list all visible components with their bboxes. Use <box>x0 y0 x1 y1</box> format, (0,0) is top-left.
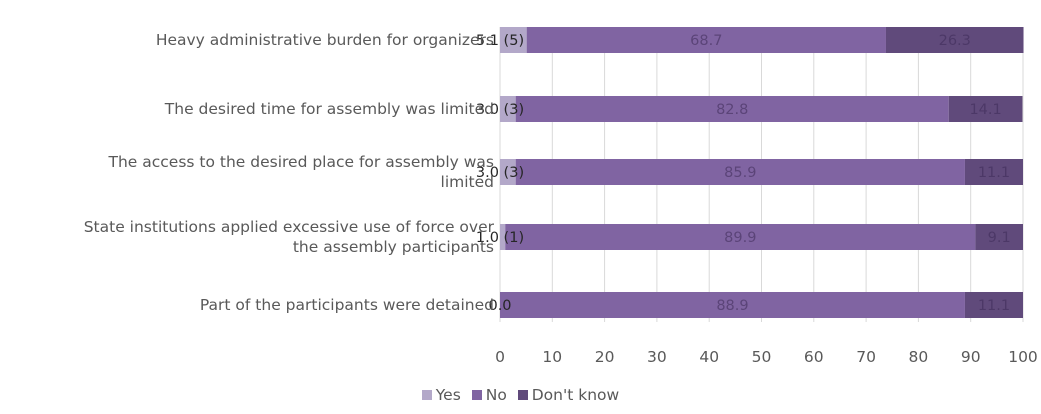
data-label-yes-3: 3.0 (3) <box>476 165 524 181</box>
data-label-no-3: 85.9 <box>724 165 756 181</box>
x-tick-label-0: 0 <box>495 348 505 366</box>
legend-swatch-no <box>471 390 482 400</box>
category-label-4-line-1: State institutions applied excessive use… <box>84 218 495 236</box>
bar-yes-1 <box>500 27 527 53</box>
bar-don-t-know-3 <box>964 159 1023 185</box>
x-tick-label-40: 40 <box>699 348 719 366</box>
bar-don-t-know-1 <box>885 27 1024 53</box>
bar-don-t-know-4 <box>975 224 1023 250</box>
legend-label-dont-know: Don't know <box>531 386 620 404</box>
data-label-yes-1: 5.1 (5) <box>476 33 524 49</box>
data-label-no-1: 68.7 <box>690 33 722 49</box>
data-label-no-4: 89.9 <box>724 230 756 246</box>
bar-no-4 <box>505 224 976 250</box>
bar-yes-2 <box>500 96 516 122</box>
bar-no-5 <box>500 292 965 318</box>
data-label-don-t-know-3: 11.1 <box>978 165 1010 181</box>
category-label-3-line-2: limited <box>441 173 494 191</box>
data-label-don-t-know-4: 9.1 <box>988 230 1011 246</box>
x-tick-label-10: 10 <box>542 348 562 366</box>
legend-swatch-dont-know <box>517 390 528 400</box>
legend-swatch-yes <box>421 390 432 400</box>
data-label-no-2: 82.8 <box>716 102 748 118</box>
data-label-yes-2: 3.0 (3) <box>476 102 524 118</box>
category-label-5: Part of the participants were detained <box>200 296 494 314</box>
bar-no-3 <box>515 159 965 185</box>
legend-item-yes: Yes <box>421 386 461 404</box>
legend-label-no: No <box>485 386 507 404</box>
data-label-don-t-know-2: 14.1 <box>969 102 1001 118</box>
category-label-3-line-1: The access to the desired place for asse… <box>107 153 494 171</box>
x-tick-label-70: 70 <box>856 348 876 366</box>
x-tick-label-50: 50 <box>752 348 772 366</box>
x-tick-label-30: 30 <box>647 348 667 366</box>
data-label-don-t-know-5: 11.1 <box>978 298 1010 314</box>
x-tick-label-60: 60 <box>804 348 824 366</box>
data-label-yes-5: 0.0 <box>488 298 511 314</box>
legend-item-no: No <box>471 386 507 404</box>
bar-no-2 <box>515 96 949 122</box>
bar-don-t-know-2 <box>948 96 1023 122</box>
category-label-2: The desired time for assembly was limite… <box>164 100 494 118</box>
bar-yes-3 <box>500 159 516 185</box>
stacked-bar-chart: 0 10 20 30 40 50 60 70 80 90 100 5.1 (5) 68.7 26.3 3.0… <box>84 27 1038 366</box>
category-label-1: Heavy administrative burden for organize… <box>156 31 494 49</box>
x-tick-label-100: 100 <box>1008 348 1038 366</box>
bar-yes-4 <box>500 224 506 250</box>
category-label-4-line-2: the assembly participants <box>293 238 494 256</box>
legend-item-dont-know: Don't know <box>517 386 620 404</box>
x-tick-label-90: 90 <box>961 348 981 366</box>
x-tick-label-20: 20 <box>595 348 615 366</box>
data-label-yes-4: 1.0 (1) <box>476 230 524 246</box>
legend-label-yes: Yes <box>435 386 461 404</box>
bar-no-1 <box>526 27 886 53</box>
x-tick-label-80: 80 <box>909 348 929 366</box>
chart-legend: Yes No Don't know <box>0 386 1041 404</box>
data-label-don-t-know-1: 26.3 <box>939 33 971 49</box>
bar-don-t-know-5 <box>964 292 1023 318</box>
data-label-no-5: 88.9 <box>716 298 748 314</box>
